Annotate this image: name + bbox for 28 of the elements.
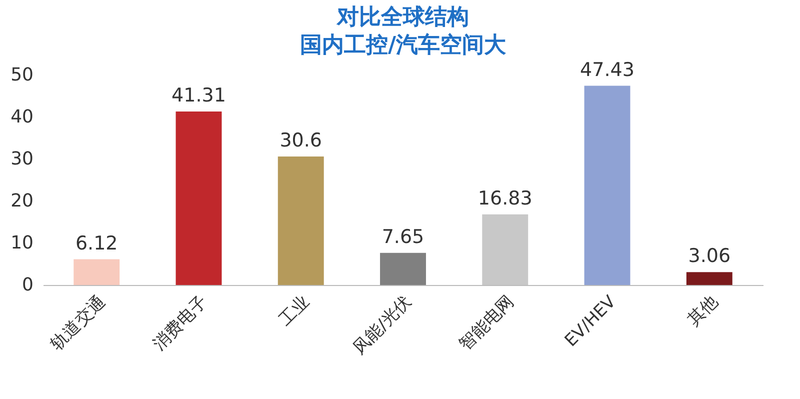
- y-tick-label: 20: [10, 190, 34, 212]
- bar: [380, 252, 426, 285]
- data-label: 16.83: [478, 187, 532, 210]
- bar: [176, 112, 222, 285]
- data-label: 3.06: [688, 245, 731, 268]
- y-tick-label: 0: [22, 274, 34, 296]
- x-tick-label: 工业: [275, 292, 314, 330]
- text: 国内工控/汽车空间大: [300, 32, 506, 58]
- x-tick-label: 其他: [684, 292, 722, 330]
- y-tick-label: 50: [10, 64, 34, 86]
- data-label: 41.31: [172, 84, 226, 106]
- bar: [584, 86, 630, 285]
- x-tick-label: 智能电网: [456, 292, 518, 354]
- y-tick-label: 40: [10, 106, 34, 128]
- data-label: 47.43: [580, 58, 634, 81]
- text: 对比全球结构: [337, 4, 469, 30]
- y-tick-label: 30: [10, 148, 34, 170]
- bar: [74, 259, 120, 285]
- x-tick-label: 轨道交通: [47, 292, 110, 354]
- x-tick-label: 风能/光伏: [349, 292, 416, 358]
- y-tick-label: 10: [10, 232, 34, 254]
- data-label: 30.6: [280, 129, 322, 152]
- bar: [482, 214, 528, 285]
- data-label: 6.12: [75, 232, 118, 254]
- bar: [278, 156, 324, 285]
- bar: [686, 272, 732, 285]
- data-label: 7.65: [382, 226, 424, 248]
- x-tick-label: 消费电子: [149, 292, 212, 354]
